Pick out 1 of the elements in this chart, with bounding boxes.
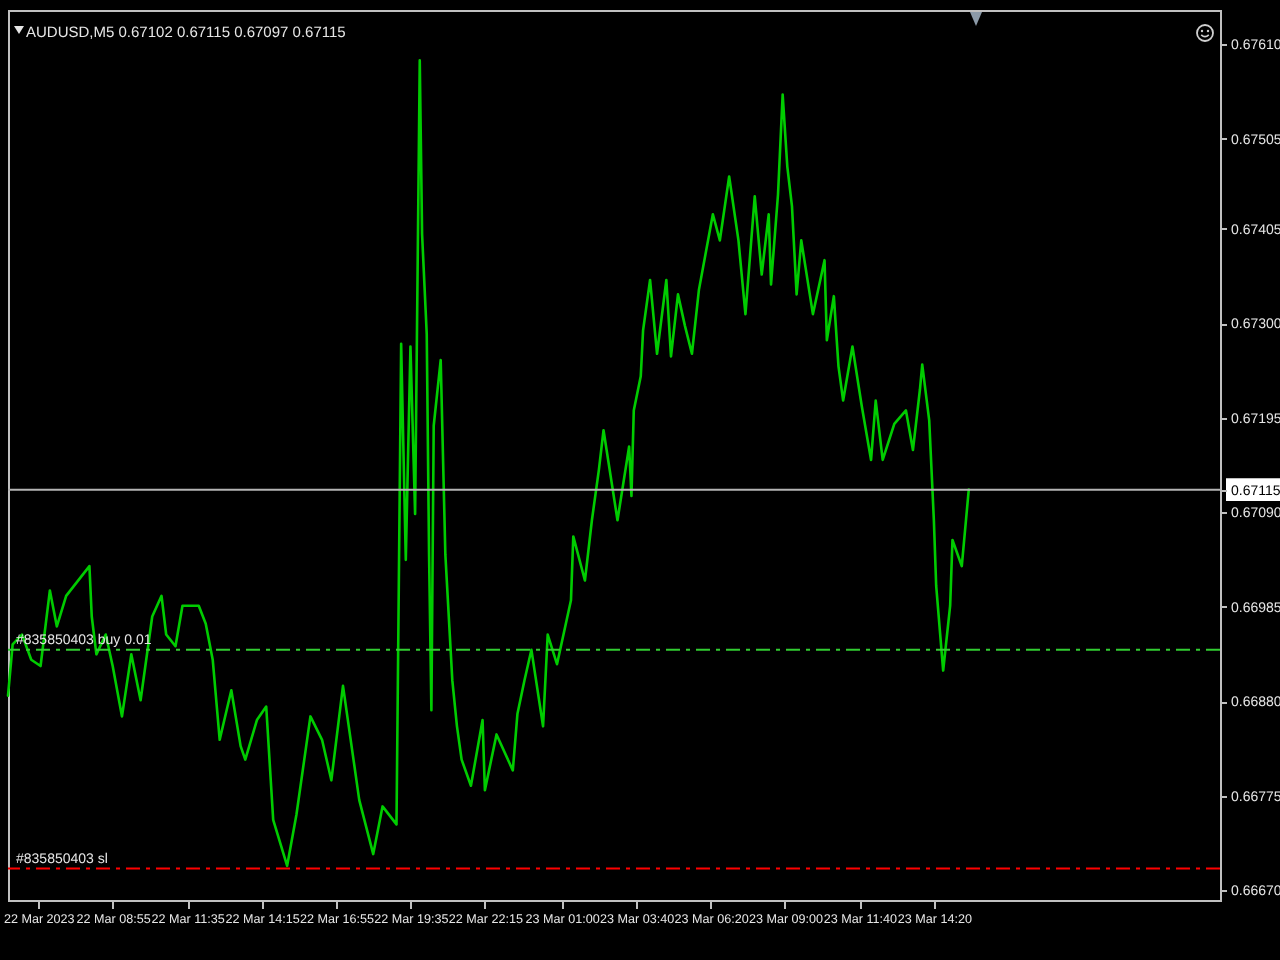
- line-series: [6, 59, 971, 868]
